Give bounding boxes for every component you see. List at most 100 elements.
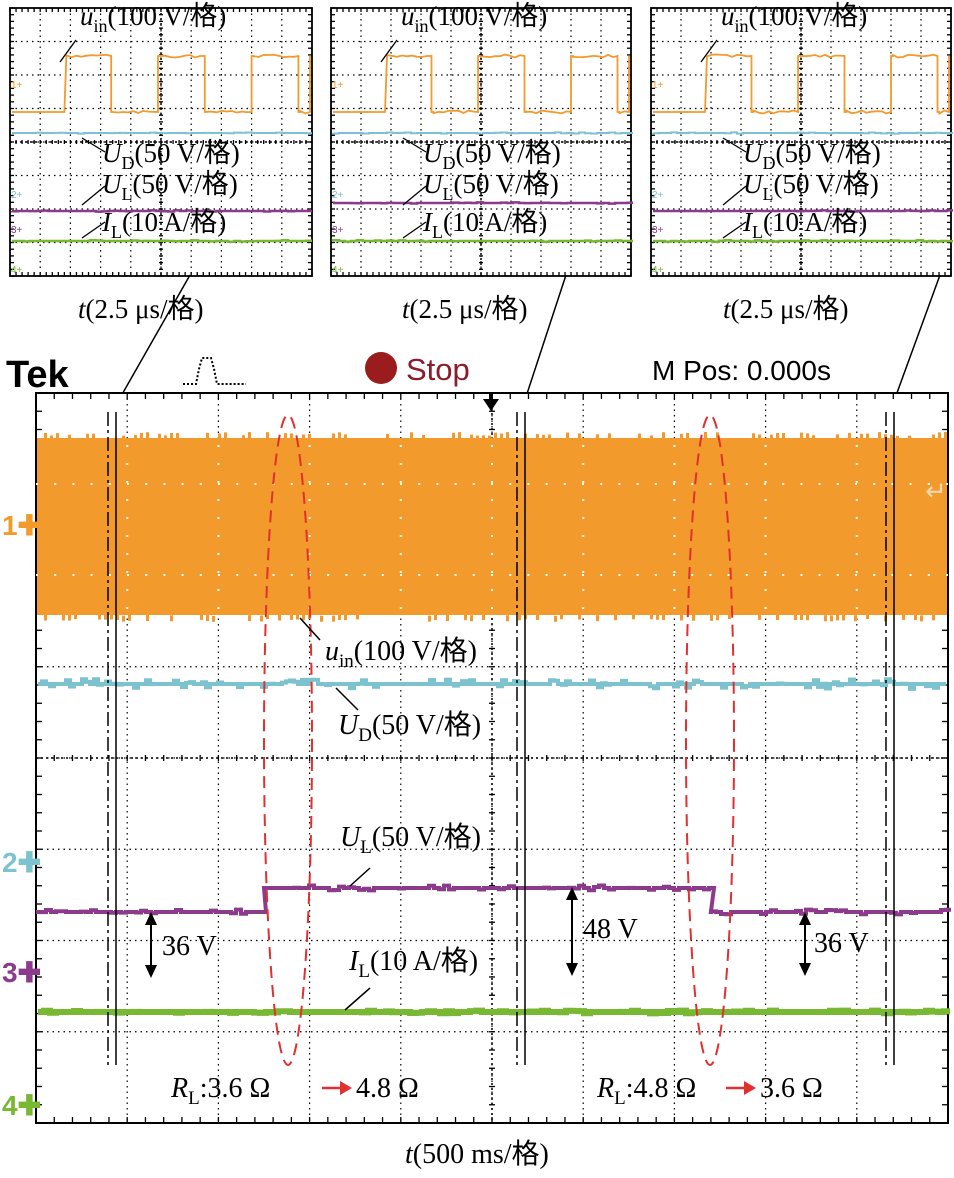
inset-il-label-var: I (101, 207, 113, 237)
dim-label-2: 48 V (583, 914, 638, 945)
noise-spike (662, 614, 665, 621)
band-dot (891, 574, 894, 576)
band-dot (126, 607, 129, 609)
band-dot (127, 574, 129, 576)
band-dot (855, 517, 858, 519)
noise-spike (266, 432, 269, 439)
band-dot (272, 574, 275, 576)
noise-spike (836, 434, 839, 441)
band-dot (491, 445, 493, 447)
band-dot (472, 574, 475, 576)
inset-ul-label-scale: (50 V/格) (454, 169, 559, 199)
noise-spike (332, 615, 335, 622)
trigger-pulse-icon (183, 357, 246, 385)
noise-spike (890, 434, 893, 441)
inset-uin-label-scale: (100 V/格) (108, 1, 227, 31)
noise-spike (554, 615, 557, 622)
noise-spike (140, 432, 143, 439)
noise-spike (494, 432, 497, 439)
noise-spike (860, 433, 863, 440)
inset-uin-label-sub: in (735, 16, 749, 36)
inset2-time-label: t(2.5 μs/格) (402, 294, 527, 324)
step1-from: RL:3.6 Ω (170, 1073, 270, 1109)
inset-il-label-sub: L (111, 222, 122, 242)
scope-header: Tek Stop M Pos: 0.000s (6, 352, 831, 396)
noise-spike (242, 435, 245, 442)
inset-uin-label-var: u (721, 1, 735, 31)
noise-spike (542, 434, 545, 441)
band-dot (108, 574, 111, 576)
inset-il-label: IL(10 A/格) (101, 207, 226, 242)
band-dot (527, 574, 530, 576)
inset-ul-label-sub: L (122, 184, 133, 204)
noise-spike (566, 432, 569, 439)
noise-spike (656, 613, 659, 620)
band-dot (290, 483, 293, 485)
zoom-marker-1 (107, 412, 117, 1065)
band-dot (764, 517, 767, 519)
inset-ud-label: UD(50 V/格) (743, 138, 881, 173)
zoom-marker-2 (516, 412, 526, 1065)
band-dot (54, 483, 57, 485)
load-step-ellipse-1 (263, 414, 313, 1066)
inset-ud-trace (12, 131, 312, 135)
noise-spike (758, 613, 761, 620)
noise-spike (44, 432, 47, 439)
band-dot (236, 483, 239, 485)
band-dot (654, 483, 657, 485)
noise-spike (122, 435, 125, 442)
inset-il-trace (331, 239, 633, 243)
band-dot (399, 607, 402, 609)
inset-ch2-marker: 2+ (332, 190, 344, 201)
band-dot (563, 574, 566, 576)
inset-ul-trace (653, 209, 953, 213)
noise-spike (902, 613, 905, 620)
band-dot (582, 553, 585, 555)
band-dot (381, 483, 384, 485)
band-dot (217, 607, 220, 609)
inset-ud-label-scale: (50 V/格) (135, 138, 240, 168)
noise-spike (410, 432, 413, 439)
load-step-ellipse-2 (685, 414, 735, 1066)
noise-spike (134, 435, 137, 442)
band-dot (491, 571, 493, 573)
band-dot (217, 553, 220, 555)
inset-uin-label: uin(100 V/格) (80, 1, 226, 36)
inset-panel-3: 1+2+3+4+uin(100 V/格)UD(50 V/格)UL(50 V/格)… (650, 1, 953, 277)
band-dot (217, 445, 220, 447)
band-dot (399, 463, 402, 465)
main-screen: ↵ 1✚ 2✚ 3✚ 4✚ (2, 392, 951, 1124)
band-dot (491, 463, 493, 465)
band-dot (454, 483, 457, 485)
band-dot (308, 445, 311, 447)
noise-spike (446, 615, 449, 622)
noise-spike (434, 614, 437, 621)
inset-leader-line (81, 137, 106, 153)
band-dot (126, 571, 129, 573)
noise-spike (638, 433, 641, 440)
band-dot (800, 483, 803, 485)
noise-spike (500, 433, 503, 440)
noise-spike (344, 614, 347, 621)
noise-spike (518, 614, 521, 621)
inset-ud-label-var: U (102, 138, 123, 168)
band-dot (582, 589, 585, 591)
noise-spike (488, 435, 491, 442)
dim-label-1: 36 V (162, 931, 217, 962)
inset-ud-label-scale: (50 V/格) (456, 138, 561, 168)
band-dot (582, 571, 585, 573)
band-dot (491, 517, 493, 519)
band-dot (72, 574, 75, 576)
noise-spike (914, 614, 917, 621)
noise-spike (92, 433, 95, 440)
band-dot (399, 589, 402, 591)
band-dot (927, 483, 930, 485)
noise-spike (800, 613, 803, 620)
band-dot (126, 553, 129, 555)
band-dot (181, 483, 184, 485)
band-dot (673, 607, 676, 609)
noise-spike (68, 434, 71, 441)
noise-spike (62, 614, 65, 621)
band-dot (727, 574, 730, 576)
inset-uin-trace (653, 53, 950, 116)
